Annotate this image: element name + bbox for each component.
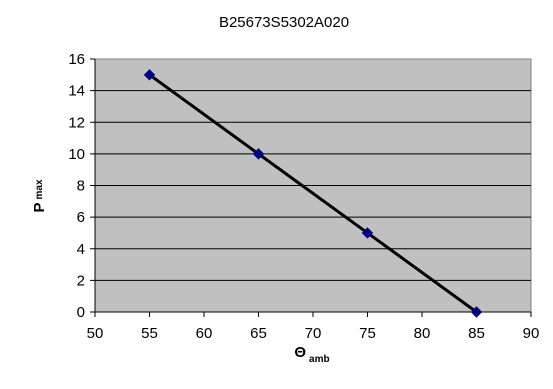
y-tick-label: 12 [68, 114, 85, 131]
x-tick-label: 75 [359, 325, 376, 342]
x-tick-label: 85 [468, 325, 485, 342]
x-tick-label: 65 [250, 325, 267, 342]
x-axis-label-subscript: amb [309, 354, 330, 365]
grid-lines [95, 90, 531, 281]
y-axis-label-subscript: max [34, 179, 45, 199]
x-tick-label: 60 [196, 325, 213, 342]
y-tick-label: 10 [68, 146, 85, 163]
chart-title: B25673S5302A020 [219, 14, 349, 31]
y-tick-label: 16 [68, 51, 85, 68]
data-point [361, 227, 374, 239]
x-tick-label: 55 [141, 325, 158, 342]
x-tick-label: 90 [523, 325, 540, 342]
y-tick-label: 14 [68, 83, 85, 100]
y-axis-label: Pmax [31, 179, 48, 212]
y-tick-label: 6 [77, 209, 85, 226]
x-axis: 50 55 60 65 70 75 80 85 90 [87, 311, 540, 342]
x-tick-label: 70 [305, 325, 322, 342]
y-tick-label: 0 [77, 304, 85, 321]
y-axis: 0 2 4 6 8 10 12 14 16 [68, 51, 96, 321]
y-tick-label: 8 [77, 178, 85, 195]
data-point [252, 148, 265, 160]
series-line [148, 73, 478, 314]
y-tick-label: 4 [77, 241, 85, 258]
y-tick-label: 2 [77, 272, 85, 289]
x-tick-label: 80 [414, 325, 431, 342]
data-point [470, 306, 483, 318]
series-layer [143, 69, 483, 318]
data-point [143, 69, 156, 81]
y-axis-label-main: P [31, 203, 48, 213]
x-tick-label: 50 [87, 325, 104, 342]
x-axis-label-main: Θ [294, 344, 306, 361]
